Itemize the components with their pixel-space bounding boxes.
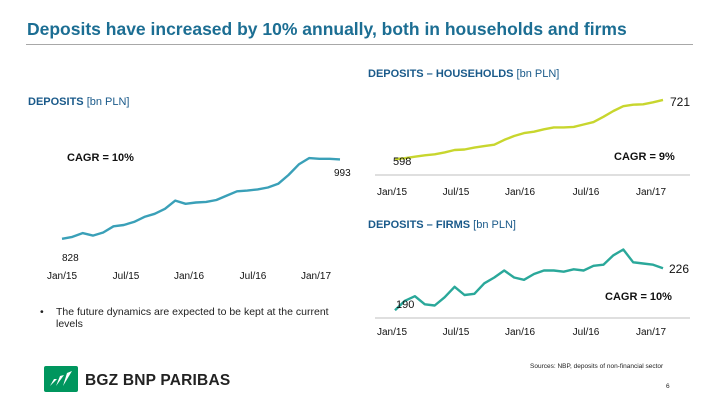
title-divider — [26, 44, 693, 45]
firms-cagr: CAGR = 10% — [605, 291, 672, 303]
x-tick-label: Jan/17 — [636, 187, 666, 198]
households-start-label: 598 — [393, 156, 411, 168]
x-tick-label: Jul/15 — [443, 327, 470, 338]
households-x-ticks: Jan/15 Jul/15 Jan/16 Jul/16 Jan/17 — [377, 187, 666, 198]
bullet-marker: • — [40, 306, 44, 318]
total-end-label: 993 — [334, 168, 351, 179]
x-tick-label: Jan/15 — [377, 187, 407, 198]
logo-star-3 — [63, 371, 72, 386]
firms-title-unit: [bn PLN] — [473, 219, 516, 231]
households-chart-title: DEPOSITS – HOUSEHOLDS [bn PLN] — [368, 68, 559, 80]
firms-title-bold: DEPOSITS – FIRMS — [368, 219, 471, 231]
x-tick-label: Jan/16 — [505, 327, 535, 338]
x-tick-label: Jul/15 — [113, 271, 140, 282]
households-title-unit: [bn PLN] — [516, 68, 560, 80]
firms-series-line — [394, 248, 664, 312]
brand-name: BGZ BNP PARIBAS — [85, 372, 231, 389]
x-tick-label: Jan/15 — [47, 271, 77, 282]
logo-star-1 — [50, 379, 57, 386]
x-tick-label: Jul/15 — [443, 187, 470, 198]
logo-star-2 — [56, 375, 64, 386]
x-tick-label: Jan/15 — [377, 327, 407, 338]
bullet-text: The future dynamics are expected to be k… — [56, 306, 329, 330]
households-chart: CAGR = 9% 598 721 Jan/15 Jul/15 Jan/16 Jul/… — [375, 95, 690, 198]
total-cagr: CAGR = 10% — [67, 152, 134, 164]
firms-x-ticks: Jan/15 Jul/15 Jan/16 Jul/16 Jan/17 — [377, 327, 666, 338]
x-tick-label: Jan/17 — [636, 327, 666, 338]
x-tick-label: Jan/16 — [505, 187, 535, 198]
x-tick-label: Jul/16 — [573, 187, 600, 198]
total-title-unit: [bn PLN] — [86, 96, 130, 108]
sources-note: Sources: NBP, deposits of non-financial … — [530, 363, 664, 370]
firms-chart-title: DEPOSITS – FIRMS [bn PLN] — [368, 219, 516, 231]
total-title-bold: DEPOSITS — [28, 96, 84, 108]
total-x-ticks: Jan/15 Jul/15 Jan/16 Jul/16 Jan/17 — [47, 271, 331, 282]
x-tick-label: Jan/16 — [174, 271, 204, 282]
households-end-label: 721 — [670, 95, 690, 109]
firms-chart: CAGR = 10% 190 226 Jan/15 Jul/15 Jan/16 Jul… — [375, 248, 690, 338]
households-title-bold: DEPOSITS – HOUSEHOLDS — [368, 68, 514, 80]
slide-title: Deposits have increased by 10% annually,… — [27, 19, 627, 39]
firms-start-label: 190 — [396, 299, 414, 311]
x-tick-label: Jul/16 — [573, 327, 600, 338]
x-tick-label: Jan/17 — [301, 271, 331, 282]
total-chart: CAGR = 10% 828 993 Jan/15 Jul/15 Jan/16 Jul… — [47, 152, 351, 282]
total-chart-title: DEPOSITS [bn PLN] — [28, 96, 130, 108]
bullet-note: • The future dynamics are expected to be… — [40, 306, 330, 330]
page-number: 6 — [666, 383, 670, 390]
total-series-line — [61, 156, 341, 240]
total-start-label: 828 — [62, 253, 79, 264]
households-series-line — [394, 98, 664, 161]
firms-end-label: 226 — [669, 262, 689, 276]
bgz-bnp-paribas-logo-icon — [44, 366, 78, 392]
households-cagr: CAGR = 9% — [614, 151, 675, 163]
x-tick-label: Jul/16 — [240, 271, 267, 282]
